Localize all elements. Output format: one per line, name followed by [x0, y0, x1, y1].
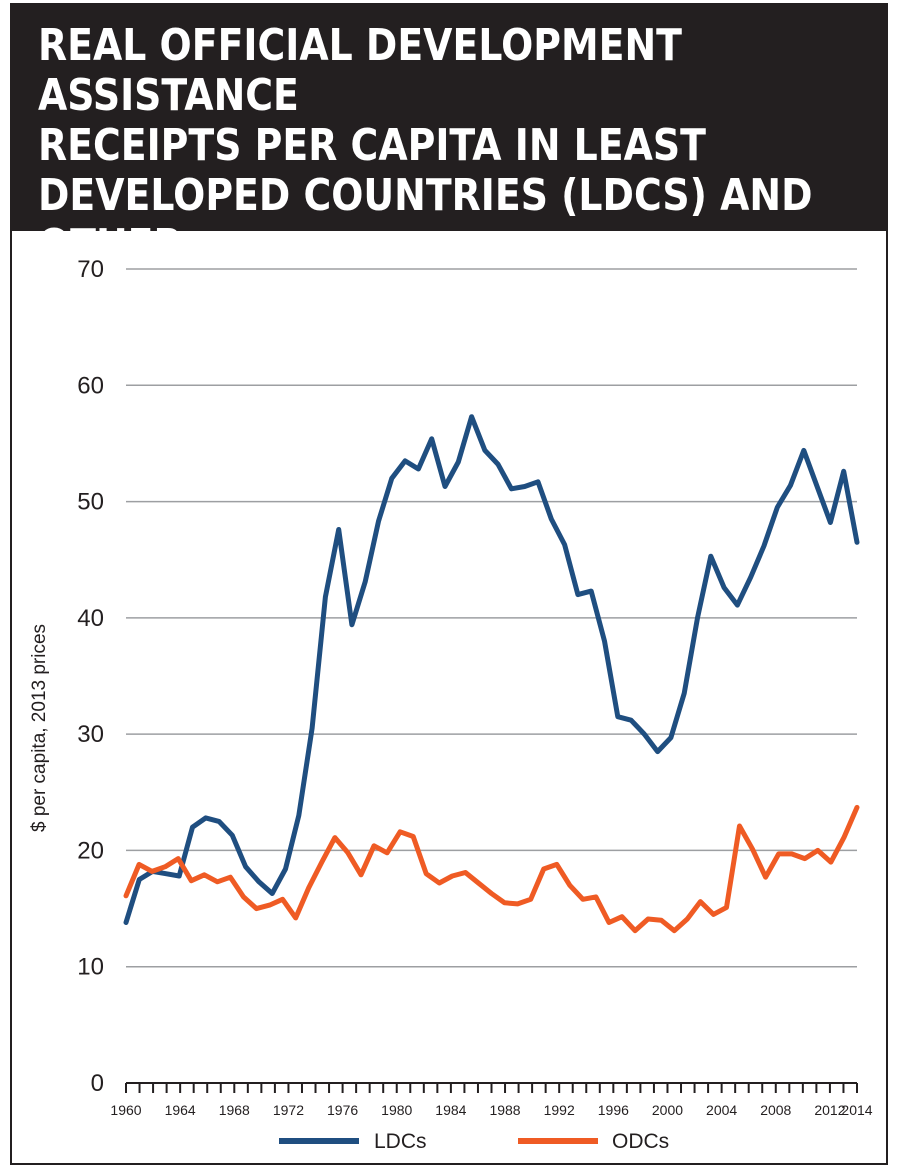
x-tick-label: 1992	[544, 1102, 575, 1118]
series-ldcs	[123, 414, 860, 925]
x-tick-label: 1972	[273, 1102, 304, 1118]
y-tick-label: 50	[77, 489, 104, 516]
series-line-odcs	[123, 804, 860, 934]
y-tick-label: 70	[77, 256, 104, 283]
x-tick-label: 2014	[841, 1102, 872, 1118]
chart-frame: REAL OFFICIAL DEVELOPMENT ASSISTANCE REC…	[10, 3, 888, 1165]
title-line: RECEIPTS PER CAPITA IN LEAST	[38, 120, 706, 171]
y-tick-label: 60	[77, 372, 104, 399]
x-tick-label: 1976	[327, 1102, 358, 1118]
title-line: DEVELOPING COUNTRIES (ODCs)	[38, 270, 735, 321]
y-tick-label: 40	[77, 605, 104, 632]
series-layer	[123, 414, 860, 934]
x-tick-label: 1988	[489, 1102, 520, 1118]
legend-label-odcs: ODCs	[612, 1130, 669, 1153]
x-tick-label: 1984	[435, 1102, 466, 1118]
grid-layer	[126, 268, 857, 968]
series-odcs	[123, 804, 860, 934]
y-tick-label: 10	[77, 954, 104, 981]
x-tick-label: 2012	[814, 1102, 845, 1118]
y-axis-label: $ per capita, 2013 prices	[29, 624, 50, 832]
x-tick-label: 2008	[760, 1102, 791, 1118]
x-tick-label: 1968	[219, 1102, 250, 1118]
legend-label-ldcs: LDCs	[374, 1130, 427, 1153]
x-tick-label: 2000	[652, 1102, 683, 1118]
y-tick-label: 30	[77, 721, 104, 748]
x-tick-label: 2004	[706, 1102, 737, 1118]
x-tick-label: 1960	[110, 1102, 141, 1118]
y-tick-label: 20	[77, 837, 104, 864]
y-tick-label: 0	[91, 1070, 104, 1097]
x-tick-label: 1964	[165, 1102, 196, 1118]
title-bar: REAL OFFICIAL DEVELOPMENT ASSISTANCE REC…	[12, 5, 886, 321]
x-tick-label: 1980	[381, 1102, 412, 1118]
y-tick-labels: 0 10 20 30 40 50 60 70	[77, 256, 104, 1097]
title-line: REAL OFFICIAL DEVELOPMENT ASSISTANCE	[38, 20, 682, 121]
x-axis: 1960 1964 1968 1972 1976 1980 1984 1988 1992 1996…	[110, 1082, 873, 1118]
title-line: DEVELOPED COUNTRIES (LDCs) AND OTHER	[38, 170, 813, 271]
x-tick-label: 1996	[598, 1102, 629, 1118]
series-line-ldcs	[123, 414, 860, 925]
chart-title: REAL OFFICIAL DEVELOPMENT ASSISTANCE REC…	[38, 21, 898, 321]
legend: LDCs ODCs	[279, 1130, 669, 1153]
